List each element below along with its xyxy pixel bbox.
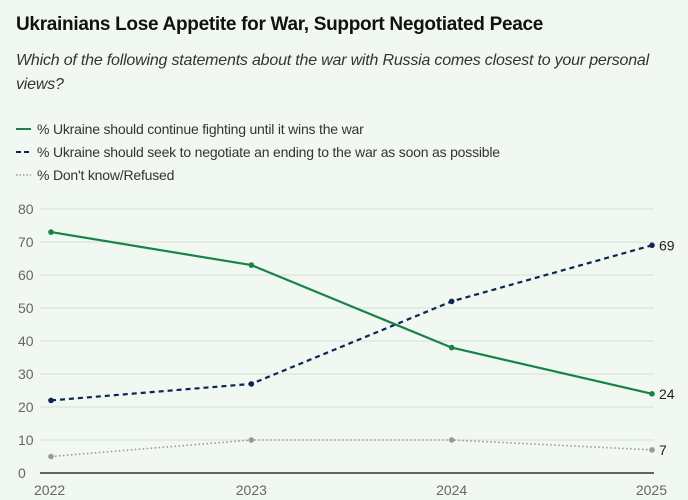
end-value-label: 69 — [659, 237, 675, 253]
data-point — [248, 437, 255, 443]
legend-label: % Ukraine should continue fighting until… — [37, 120, 364, 137]
legend: % Ukraine should continue fighting until… — [16, 117, 500, 186]
y-tick-label: 60 — [18, 267, 34, 283]
data-point — [448, 298, 455, 305]
data-point — [649, 447, 655, 453]
legend-swatch-solid — [16, 127, 31, 130]
legend-swatch-dotted — [16, 173, 31, 176]
series-line-solid — [50, 231, 653, 395]
y-tick-label: 10 — [18, 432, 34, 448]
data-point — [48, 453, 54, 460]
line-chart: 0 10 20 30 40 50 60 70 80 2022 2023 2024 2025 7 69 24 — [18, 201, 675, 498]
data-point — [649, 242, 655, 249]
data-point — [649, 391, 655, 397]
legend-swatch-dashed — [16, 150, 31, 153]
y-tick-label: 40 — [18, 333, 34, 349]
x-tick-label: 2022 — [34, 482, 65, 498]
series-line-dashed — [50, 244, 653, 402]
chart-title: Ukrainians Lose Appetite for War, Suppor… — [16, 14, 544, 35]
data-point — [448, 437, 455, 443]
legend-item-dont-know: % Don't know/Refused — [16, 163, 500, 186]
legend-label: % Ukraine should seek to negotiate an en… — [37, 143, 500, 160]
data-point — [448, 344, 455, 351]
x-tick-label: 2024 — [436, 482, 467, 498]
y-tick-label: 80 — [18, 201, 34, 217]
y-tick-label: 70 — [18, 234, 34, 250]
data-point — [248, 381, 255, 387]
x-tick-label: 2023 — [236, 482, 267, 498]
y-tick-label: 0 — [18, 465, 26, 481]
y-tick-label: 30 — [18, 366, 34, 382]
end-value-label: 24 — [659, 386, 675, 402]
y-tick-label: 50 — [18, 300, 34, 316]
x-tick-label: 2025 — [636, 482, 667, 498]
end-value-label: 7 — [659, 442, 667, 458]
data-point — [48, 229, 54, 235]
legend-item-negotiate: % Ukraine should seek to negotiate an en… — [16, 140, 500, 163]
data-point — [248, 262, 255, 268]
legend-item-continue-fighting: % Ukraine should continue fighting until… — [16, 117, 500, 140]
legend-label: % Don't know/Refused — [37, 166, 175, 183]
chart-subtitle: Which of the following statements about … — [16, 52, 649, 93]
data-point — [48, 397, 54, 404]
series-line-dotted — [50, 439, 653, 458]
y-tick-label: 20 — [18, 399, 34, 415]
